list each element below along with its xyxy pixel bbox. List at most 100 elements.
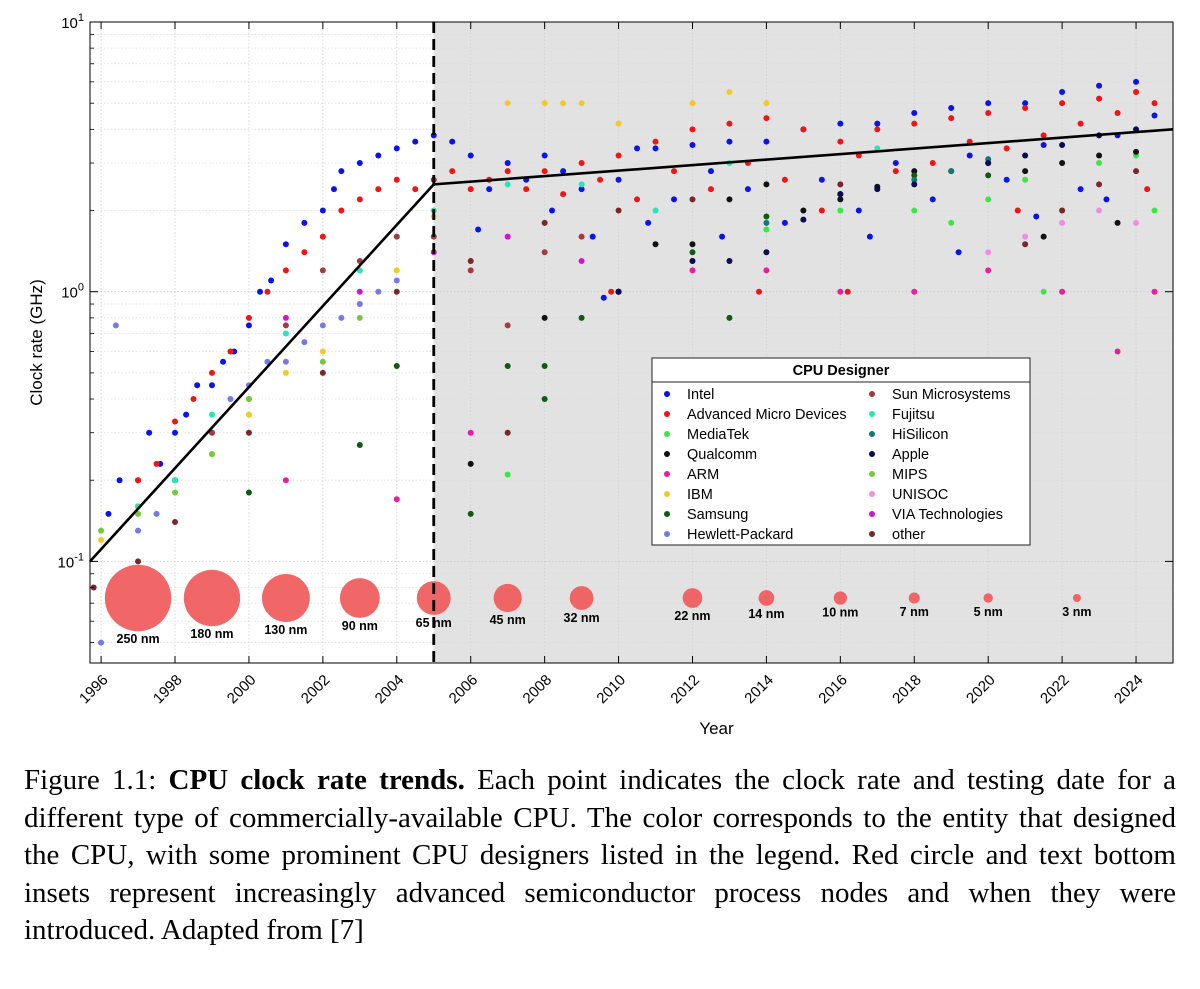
process-node-label: 3 nm	[1062, 605, 1091, 619]
legend-marker	[869, 431, 875, 437]
data-point	[763, 138, 770, 145]
data-point	[245, 396, 252, 403]
data-point	[504, 100, 511, 107]
legend-item: Apple	[869, 447, 929, 463]
process-node-label: 7 nm	[900, 605, 929, 619]
data-point	[245, 489, 252, 496]
data-point	[726, 257, 733, 264]
legend-label: Hewlett-Packard	[687, 527, 793, 543]
data-point	[1040, 288, 1047, 295]
legend-label: VIA Technologies	[892, 507, 1003, 523]
data-point	[1059, 207, 1066, 214]
data-point	[929, 196, 936, 203]
data-point	[948, 115, 955, 122]
data-point	[781, 219, 788, 226]
data-point	[1151, 112, 1158, 119]
data-point	[245, 322, 252, 329]
data-point	[1014, 207, 1021, 214]
process-node-circle	[1072, 594, 1081, 602]
x-tick-label: 2020	[963, 672, 999, 708]
data-point	[1133, 78, 1140, 85]
data-point	[282, 241, 289, 248]
legend-item: VIA Technologies	[869, 507, 1003, 523]
process-node-circle	[104, 564, 172, 632]
data-point	[726, 196, 733, 203]
data-point	[1040, 233, 1047, 240]
legend-label: Advanced Micro Devices	[687, 407, 847, 423]
legend-label: other	[892, 527, 925, 543]
data-point	[911, 288, 918, 295]
series-other	[90, 168, 1140, 591]
legend-item: HiSilicon	[869, 427, 948, 443]
x-tick-label: 2008	[520, 672, 556, 708]
x-tick-label: 2006	[446, 672, 482, 708]
data-point	[504, 471, 511, 478]
data-point	[319, 267, 326, 274]
data-point	[1022, 176, 1029, 183]
legend-marker	[869, 531, 875, 537]
data-point	[268, 277, 275, 284]
data-point	[726, 120, 733, 127]
data-point	[578, 100, 585, 107]
series-hewlett-packard	[98, 277, 400, 646]
data-point	[1022, 233, 1029, 240]
data-point	[135, 558, 142, 565]
legend-marker	[664, 531, 670, 537]
data-point	[689, 267, 696, 274]
legend-title: CPU Designer	[793, 363, 890, 379]
data-point	[560, 191, 567, 198]
data-point	[837, 288, 844, 295]
data-point	[412, 186, 419, 193]
data-point	[172, 418, 179, 425]
data-point	[220, 358, 227, 365]
data-point	[818, 176, 825, 183]
data-point	[652, 145, 659, 152]
y-axis-title: Clock rate (GHz)	[27, 279, 46, 406]
data-point	[172, 489, 179, 496]
data-point	[319, 369, 326, 376]
legend-box	[651, 357, 1031, 546]
legend-label: Intel	[687, 387, 714, 403]
data-point	[781, 176, 788, 183]
chart-svg: 250 nm 180 nm 130 nm 90 nm 65 nm 45 nm 32 nm 22…	[27, 12, 1174, 738]
data-point	[707, 186, 714, 193]
data-point	[1059, 219, 1066, 226]
legend-label: Apple	[892, 447, 929, 463]
y-tick-label: 10-1	[58, 551, 84, 571]
x-tick-label: 2004	[372, 672, 408, 708]
legend-label: UNISOC	[892, 487, 948, 503]
process-node-label: 45 nm	[490, 613, 526, 627]
data-point	[301, 339, 308, 346]
data-point	[763, 226, 770, 233]
data-point	[1151, 288, 1158, 295]
data-point	[1133, 168, 1140, 175]
data-point	[245, 429, 252, 436]
data-point	[615, 152, 622, 159]
data-point	[282, 314, 289, 321]
data-point	[800, 207, 807, 214]
data-point	[475, 226, 482, 233]
data-point	[671, 196, 678, 203]
data-point	[689, 126, 696, 133]
data-point	[356, 288, 363, 295]
data-point	[208, 369, 215, 376]
data-point	[282, 369, 289, 376]
data-point	[412, 138, 419, 145]
process-node-label: 22 nm	[674, 609, 710, 623]
plot-frame	[89, 21, 1174, 664]
legend-item: other	[869, 527, 925, 543]
legend-item: Sun Microsystems	[869, 387, 1010, 403]
process-node-label: 5 nm	[974, 605, 1003, 619]
data-point	[98, 537, 105, 544]
data-point	[227, 348, 234, 355]
clock-rate-chart: 250 nm 180 nm 130 nm 90 nm 65 nm 45 nm 32 nm 22…	[27, 12, 1174, 738]
data-point	[874, 145, 881, 152]
data-point	[112, 322, 119, 329]
legend-item: UNISOC	[869, 487, 948, 503]
legend-item: MediaTek	[664, 427, 750, 443]
legend-marker	[664, 451, 670, 457]
x-tick-label: 2000	[224, 672, 260, 708]
data-point	[1022, 100, 1029, 107]
data-point	[449, 138, 456, 145]
data-point	[227, 396, 234, 403]
